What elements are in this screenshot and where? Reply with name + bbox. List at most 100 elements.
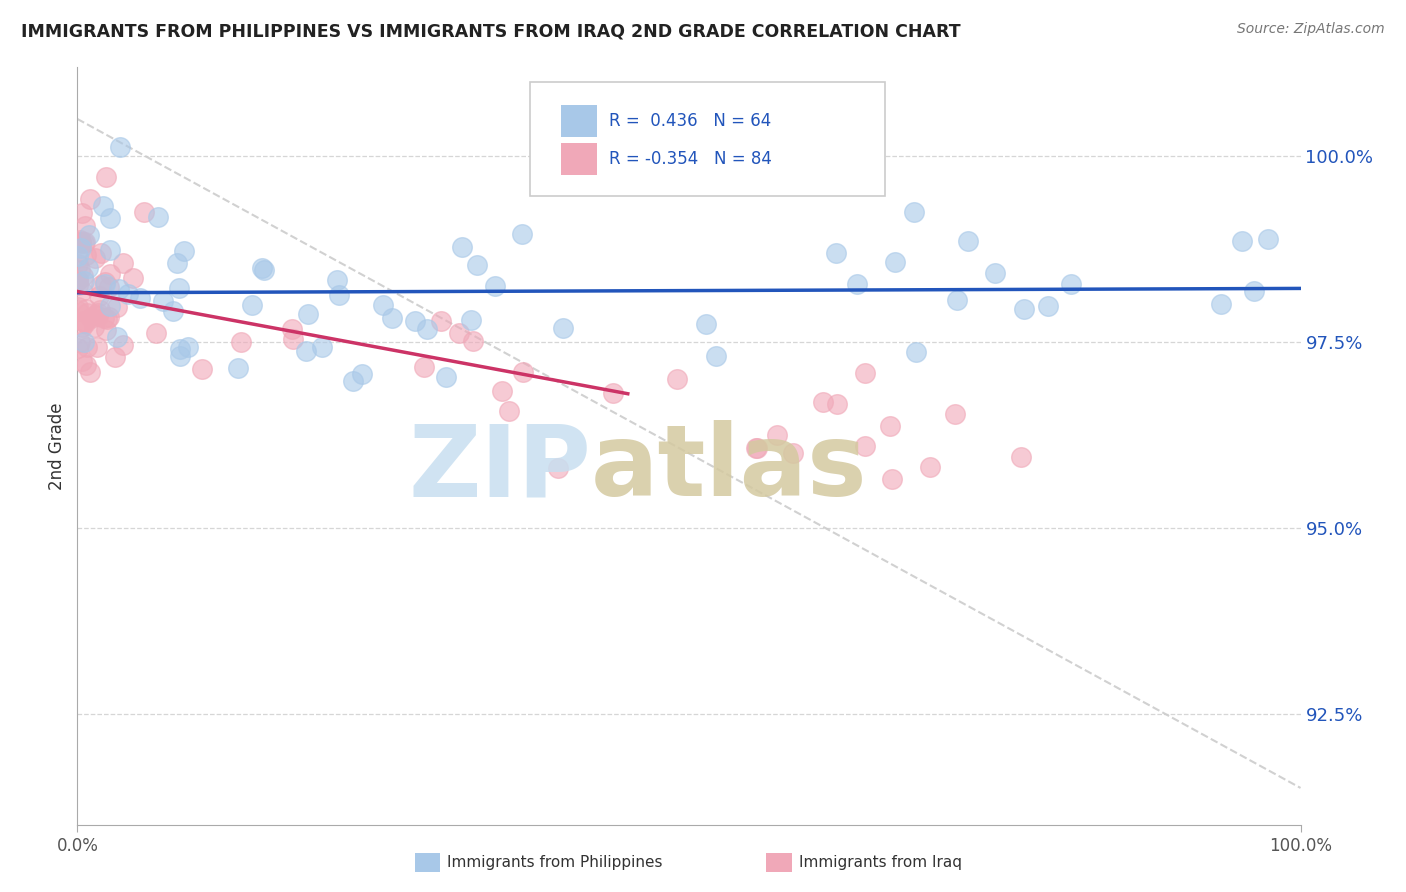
Point <box>253 263 276 277</box>
Point <box>1060 277 1083 291</box>
Point <box>73 314 96 328</box>
Point <box>72 268 94 283</box>
Point <box>97 280 120 294</box>
Point <box>66 235 89 249</box>
Point <box>105 300 128 314</box>
Point <box>704 349 727 363</box>
Point <box>83 320 105 334</box>
Point <box>90 278 112 293</box>
Point <box>297 307 319 321</box>
Bar <box>561 143 598 175</box>
Point <box>96 312 118 326</box>
Point <box>83 308 105 322</box>
Point <box>169 280 191 294</box>
Point <box>69 233 91 247</box>
Text: atlas: atlas <box>591 420 868 517</box>
Text: Immigrants from Iraq: Immigrants from Iraq <box>799 855 962 870</box>
Point <box>111 338 134 352</box>
FancyBboxPatch shape <box>530 82 884 196</box>
Point <box>1243 284 1265 298</box>
Point <box>294 343 316 358</box>
Point <box>66 257 89 271</box>
Point <box>1230 234 1253 248</box>
Point <box>430 314 453 328</box>
Point <box>1036 299 1059 313</box>
Point <box>904 345 927 359</box>
Point <box>883 255 905 269</box>
Point <box>79 365 101 379</box>
Point <box>105 330 128 344</box>
Point <box>281 321 304 335</box>
Point <box>918 459 941 474</box>
Text: ZIP: ZIP <box>408 420 591 517</box>
Point <box>166 256 188 270</box>
Point <box>463 334 485 348</box>
Point <box>75 219 97 233</box>
Point <box>117 287 139 301</box>
Point <box>87 310 110 324</box>
Point <box>352 367 374 381</box>
Point <box>97 310 120 325</box>
Point <box>73 316 96 330</box>
Point <box>73 235 96 250</box>
Point <box>510 227 533 241</box>
Point <box>695 317 717 331</box>
Point <box>846 277 869 291</box>
Point <box>1010 450 1032 464</box>
Point <box>173 244 195 259</box>
Point <box>112 256 135 270</box>
Point <box>94 277 117 291</box>
Point <box>91 198 114 212</box>
Point <box>498 403 520 417</box>
Point <box>70 236 93 251</box>
Text: Source: ZipAtlas.com: Source: ZipAtlas.com <box>1237 22 1385 37</box>
Point <box>983 266 1005 280</box>
Point <box>79 192 101 206</box>
Point <box>69 262 91 277</box>
Point <box>373 298 395 312</box>
Point <box>226 360 249 375</box>
Point <box>145 326 167 340</box>
Point <box>66 273 89 287</box>
Point <box>956 234 979 248</box>
Point <box>467 258 489 272</box>
Point <box>77 260 100 275</box>
Point <box>98 243 121 257</box>
Point <box>75 235 97 249</box>
Point <box>70 354 93 368</box>
Point <box>745 441 768 455</box>
Text: R = -0.354   N = 84: R = -0.354 N = 84 <box>609 150 772 168</box>
Point <box>162 304 184 318</box>
Point <box>70 285 93 299</box>
Point <box>879 418 901 433</box>
Point <box>94 170 117 185</box>
Point <box>73 317 96 331</box>
Point <box>80 310 103 325</box>
Point <box>945 293 967 308</box>
Point <box>882 472 904 486</box>
Point <box>824 245 846 260</box>
Point <box>782 446 804 460</box>
Bar <box>561 104 598 136</box>
Point <box>86 340 108 354</box>
Point <box>67 304 90 318</box>
Point <box>77 227 100 242</box>
Point <box>104 351 127 365</box>
Point <box>90 245 112 260</box>
Point <box>484 279 506 293</box>
Point <box>855 366 877 380</box>
Point <box>132 204 155 219</box>
Point <box>191 361 214 376</box>
Point <box>765 428 787 442</box>
Point <box>67 278 90 293</box>
Point <box>98 211 121 225</box>
Point <box>122 271 145 285</box>
Point <box>404 313 426 327</box>
Text: R =  0.436   N = 64: R = 0.436 N = 64 <box>609 112 772 129</box>
Point <box>342 374 364 388</box>
Point <box>66 272 89 286</box>
Point <box>94 323 117 337</box>
Point <box>69 235 91 249</box>
Point <box>665 371 688 385</box>
Point <box>69 241 91 255</box>
